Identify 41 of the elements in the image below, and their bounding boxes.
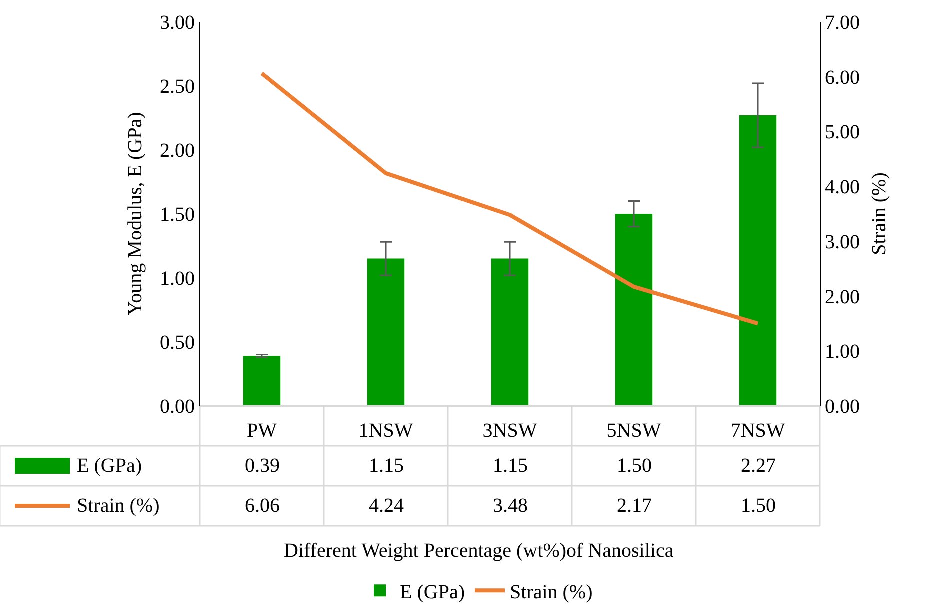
x-tick-label: 7NSW (730, 420, 786, 442)
data-label: 3.48 (493, 495, 528, 517)
data-label: 2.17 (617, 495, 652, 517)
data-label: 1.50 (617, 455, 652, 477)
line-series (260, 72, 760, 326)
y-tick-label: 2.00 (160, 140, 195, 162)
y-tick-label: 0.50 (160, 332, 195, 354)
bar (739, 115, 777, 406)
bar (367, 258, 405, 406)
data-label: 6.06 (245, 495, 280, 517)
y2-axis-title: Strain (%) (868, 172, 890, 256)
y-tick-label: 2.50 (160, 76, 195, 98)
y2-tick-label: 2.00 (825, 286, 860, 308)
x-axis-title: Different Weight Percentage (wt%)of Nanosilica (284, 540, 674, 562)
y2-tick-label: 3.00 (825, 231, 860, 254)
y2-tick-label: 0.00 (825, 396, 860, 418)
y2-tick-label: 4.00 (825, 176, 860, 199)
x-tick-label: PW (247, 420, 278, 442)
bar (243, 356, 281, 406)
legend-label: Strain (%) (77, 495, 160, 517)
y-tick-label: 0.00 (160, 396, 195, 418)
y2-tick-label: 6.00 (825, 66, 860, 89)
legend-label: E (GPa) (77, 455, 142, 477)
data-label: 1.15 (493, 455, 528, 477)
data-label: 1.50 (741, 495, 776, 517)
y2-tick-label: 5.00 (825, 122, 860, 144)
y2-tick-label: 1.00 (825, 341, 860, 364)
bar (491, 258, 529, 406)
x-tick-label: 1NSW (358, 420, 414, 442)
data-label: 2.27 (741, 455, 776, 477)
data-label: 4.24 (369, 495, 404, 517)
y-tick-label: 1.50 (160, 204, 195, 226)
data-label: 0.39 (245, 455, 280, 477)
y2-tick-label: 7.00 (825, 12, 860, 34)
y-tick-label: 3.00 (160, 12, 195, 34)
bar (615, 214, 653, 406)
x-tick-label: 3NSW (482, 420, 538, 442)
data-label: 1.15 (369, 455, 404, 477)
y-tick-label: 1.00 (160, 268, 195, 290)
x-tick-label: 5NSW (606, 420, 662, 442)
y-axis-title: Young Modulus, E (GPa) (124, 112, 146, 316)
